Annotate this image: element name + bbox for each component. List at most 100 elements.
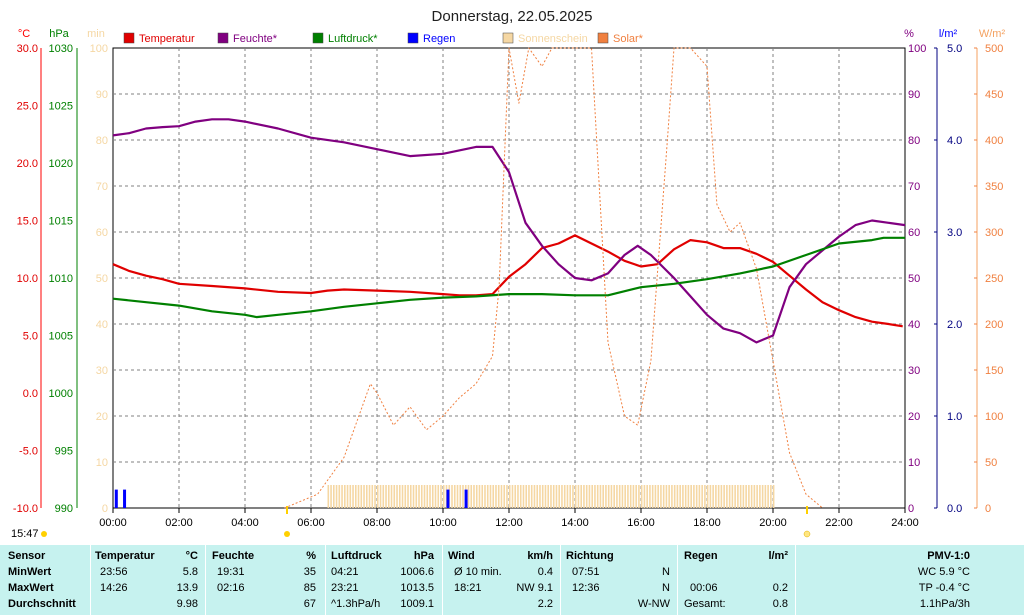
- sunshine-bar-0-98: [596, 485, 599, 508]
- sunshine-bar-0-114: [640, 485, 643, 508]
- sunshine-bar-0-128: [679, 485, 681, 508]
- pressure-tick-8: 990: [55, 503, 73, 515]
- sunshine-bar-0-133: [693, 485, 695, 508]
- minutes-tick-4: 60: [96, 227, 108, 239]
- pressure-value: 1009.1: [400, 598, 434, 610]
- pressure-unit-label: hPa: [49, 28, 69, 40]
- sunshine-bar-0-129: [682, 485, 684, 508]
- solar-tick-10: 0: [985, 503, 991, 515]
- sunshine-bar-0-147: [731, 485, 734, 508]
- sunshine-bar-0-109: [627, 485, 629, 508]
- humidity-tick-4: 60: [908, 227, 920, 239]
- header-pressure-unit: hPa: [413, 550, 434, 562]
- solar-tick-3: 350: [985, 181, 1003, 193]
- direction-time: 12:36: [572, 582, 600, 594]
- sunshine-bar-0-142: [717, 485, 720, 508]
- right-axes: 10090807060504030201005.04.03.02.01.00.0…: [908, 43, 1003, 515]
- sunshine-bar-0-0: [327, 485, 330, 508]
- sunshine-bar-0-78: [541, 485, 544, 508]
- sunshine-bar-0-27: [401, 485, 404, 508]
- sunshine-bar-0-161: [770, 485, 772, 508]
- sunshine-bar-0-151: [742, 485, 745, 508]
- legend-swatch-1: [217, 32, 229, 44]
- wind-value: NW 9.1: [516, 582, 553, 594]
- rain-tick-5: 0.0: [947, 503, 962, 515]
- sunshine-bar-0-52: [470, 485, 473, 508]
- pressure-tick-1: 1025: [49, 101, 73, 113]
- x-tick-8: 16:00: [627, 517, 655, 529]
- sunshine-bar-0-69: [517, 485, 519, 508]
- humidity-value: 67: [303, 598, 316, 610]
- humidity-tick-2: 80: [908, 135, 920, 147]
- sunshine-bar-0-160: [767, 485, 769, 508]
- sunshine-bar-0-10: [354, 485, 357, 508]
- sunshine-bar-0-136: [701, 485, 703, 508]
- wind-value: 2.2: [537, 598, 553, 610]
- legend-swatch-4: [502, 32, 514, 44]
- minutes-tick-5: 50: [96, 273, 108, 285]
- minutes-tick-7: 30: [96, 365, 108, 377]
- solar-unit-label: W/m²: [979, 28, 1006, 40]
- rain-tick-1: 4.0: [947, 135, 962, 147]
- sunshine-bar-0-7: [346, 485, 349, 508]
- sunshine-bar-0-154: [750, 485, 753, 508]
- sunshine-bar-0-121: [660, 485, 662, 508]
- solar-tick-0: 500: [985, 43, 1003, 55]
- sunshine-bar-0-74: [530, 485, 533, 508]
- sunshine-bar-0-19: [379, 485, 382, 508]
- humidity-tick-6: 40: [908, 319, 920, 331]
- rain-bar-1: [123, 489, 127, 508]
- sunshine-bar-0-127: [676, 485, 679, 508]
- row-label: Durchschnitt: [8, 598, 76, 610]
- sunshine-bar-0-101: [605, 485, 607, 508]
- sunshine-bar-0-131: [687, 485, 690, 508]
- sunshine-bars: [327, 485, 775, 508]
- temp-tick-1: 25.0: [17, 101, 38, 113]
- temp-tick-4: 10.0: [17, 273, 38, 285]
- header-humidity-unit: %: [306, 550, 316, 562]
- weather-chart: Donnerstag, 22.05.2025 °C hPa min% l/m² W/m²…: [11, 8, 1006, 540]
- legend-label-5: Solar*: [613, 33, 644, 45]
- wind-time: 18:21: [454, 582, 482, 594]
- pressure-value: 1013.5: [400, 582, 434, 594]
- solar-tick-7: 150: [985, 365, 1003, 377]
- sunshine-bar-0-156: [756, 485, 758, 508]
- sunshine-bar-0-9: [352, 485, 354, 508]
- pmv-value: TP -0.4 °C: [918, 582, 970, 594]
- sunshine-bar-0-106: [618, 485, 621, 508]
- legend-swatch-5: [597, 32, 609, 44]
- x-tick-7: 14:00: [561, 517, 589, 529]
- sunshine-bar-0-90: [574, 485, 577, 508]
- sunshine-bar-0-42: [442, 485, 445, 508]
- chart-title: Donnerstag, 22.05.2025: [432, 8, 593, 25]
- series-line-feuchte: [112, 118, 906, 344]
- sunshine-bar-0-72: [525, 485, 528, 508]
- sunshine-bar-0-141: [715, 485, 717, 508]
- row-label: MinWert: [8, 566, 52, 578]
- sunshine-bar-0-35: [423, 485, 426, 508]
- sunshine-bar-0-20: [382, 485, 385, 508]
- sunshine-bar-0-84: [558, 485, 561, 508]
- column-separator: [560, 545, 561, 615]
- sunshine-bar-0-99: [599, 485, 602, 508]
- x-tick-12: 24:00: [891, 517, 919, 529]
- sunshine-bar-0-94: [585, 485, 588, 508]
- header-wind-unit: km/h: [527, 550, 553, 562]
- sunshine-bar-0-70: [519, 485, 522, 508]
- x-tick-9: 18:00: [693, 517, 721, 529]
- column-separator: [795, 545, 796, 615]
- humidity-tick-8: 20: [908, 411, 920, 423]
- sunshine-bar-0-56: [481, 485, 484, 508]
- temp-tick-3: 15.0: [17, 216, 38, 228]
- sunshine-bar-0-130: [684, 485, 687, 508]
- sunshine-bar-0-54: [475, 485, 478, 508]
- wind-value: 0.4: [537, 566, 553, 578]
- minutes-tick-9: 10: [96, 457, 108, 469]
- temperature-time: 14:26: [100, 582, 128, 594]
- sunshine-bar-0-91: [577, 485, 580, 508]
- humidity-tick-0: 100: [908, 43, 926, 55]
- sunshine-bar-0-75: [533, 485, 536, 508]
- sunshine-bar-0-76: [536, 485, 539, 508]
- sunshine-bar-0-119: [654, 485, 657, 508]
- sunshine-bar-0-13: [363, 485, 365, 508]
